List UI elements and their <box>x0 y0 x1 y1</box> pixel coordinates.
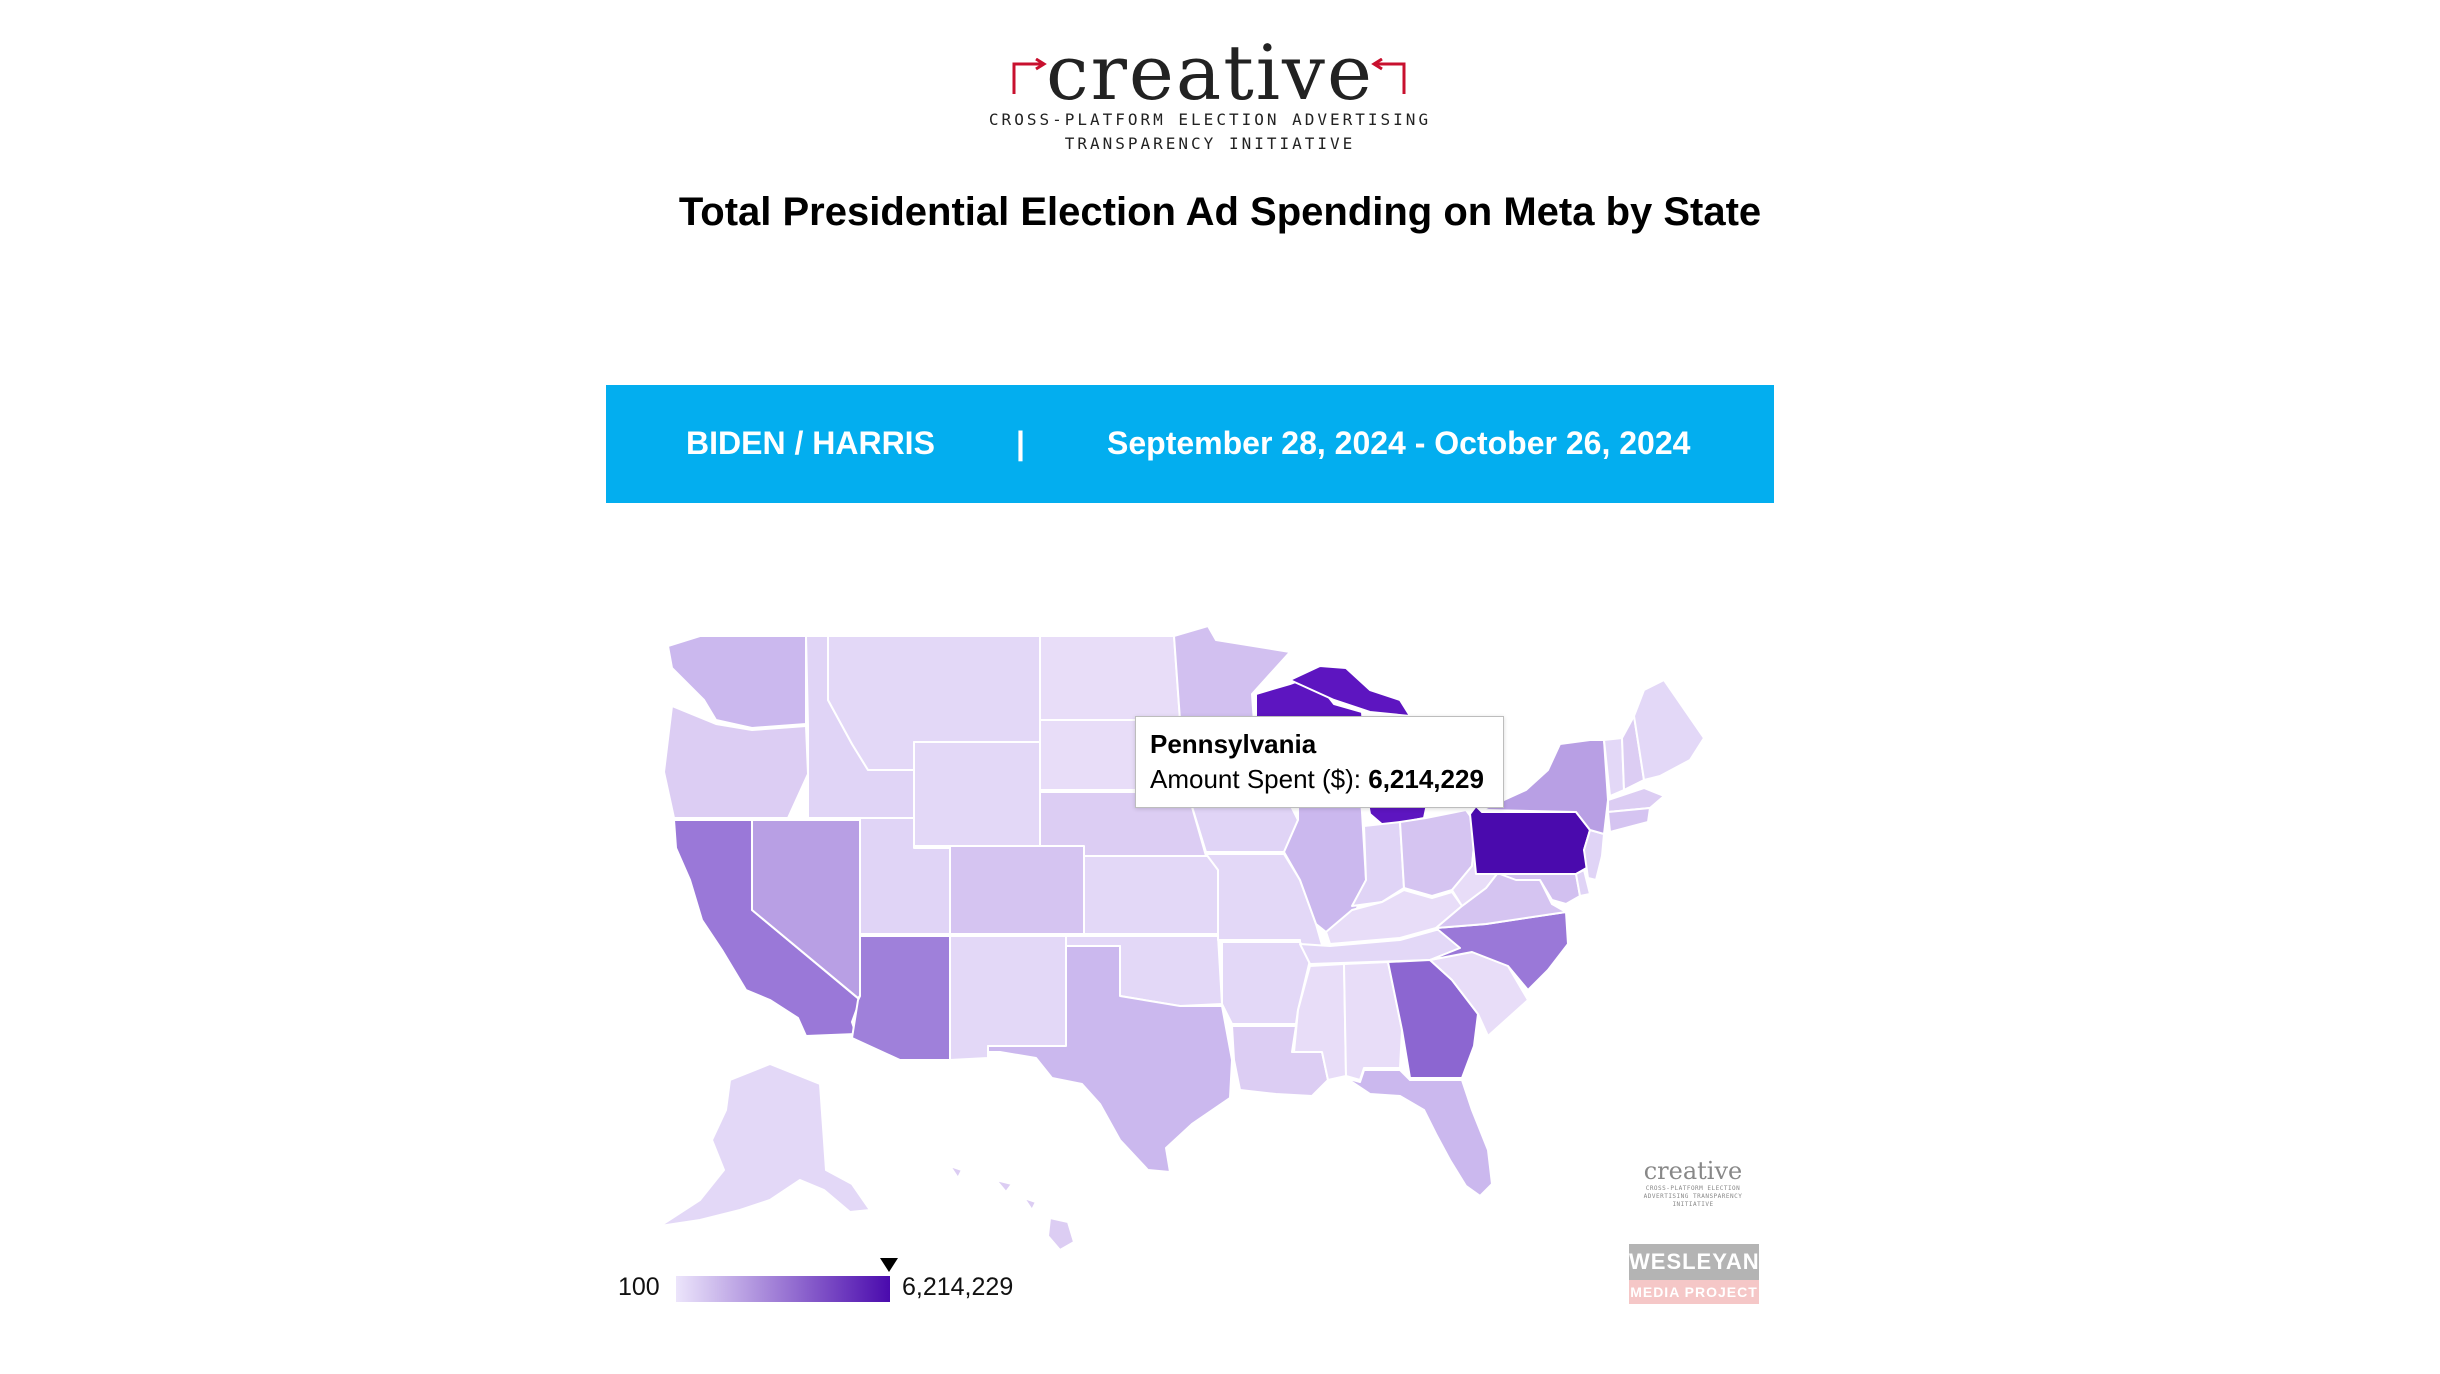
banner-candidate: BIDEN / HARRIS <box>686 425 935 461</box>
legend-color-scale <box>676 1276 890 1302</box>
logo-bracket-left-icon <box>1012 58 1047 94</box>
logo-wordmark: creative <box>1046 28 1374 117</box>
creative-watermark: creative CROSS-PLATFORM ELECTION ADVERTI… <box>1628 1157 1758 1209</box>
banner-separator: | <box>1016 425 1025 461</box>
state-massachusetts[interactable] <box>1607 787 1665 813</box>
state-connecticut[interactable] <box>1607 807 1651 833</box>
state-wyoming[interactable] <box>913 741 1041 847</box>
state-delaware[interactable] <box>1575 869 1591 897</box>
tooltip-amount-value: 6,214,229 <box>1368 764 1484 794</box>
wesleyan-media-project-logo: WESLEYAN MEDIA PROJECT <box>1629 1244 1759 1304</box>
wesleyan-logo-top: WESLEYAN <box>1629 1244 1759 1280</box>
logo-bracket-right-icon <box>1371 58 1406 94</box>
state-pennsylvania[interactable] <box>1469 805 1591 875</box>
tooltip-amount-row: Amount Spent ($): 6,214,229 <box>1150 764 1484 795</box>
state-kentucky[interactable] <box>1325 889 1463 945</box>
watermark-creative-word: creative <box>1643 1157 1743 1185</box>
state-north-dakota[interactable] <box>1039 635 1181 721</box>
logo-subtitle-line1: CROSS-PLATFORM ELECTION ADVERTISING <box>988 110 1432 129</box>
legend-max-label: 6,214,229 <box>902 1273 1014 1301</box>
state-colorado[interactable] <box>949 845 1085 935</box>
candidate-date-banner: BIDEN / HARRIS | September 28, 2024 - Oc… <box>606 385 1774 503</box>
state-arizona[interactable] <box>851 935 951 1061</box>
legend-marker-icon <box>880 1258 898 1272</box>
legend-min-label: 100 <box>618 1273 660 1301</box>
creative-logo: creative CROSS-PLATFORM ELECTION ADVERTI… <box>980 28 1440 158</box>
state-hawaii-islands[interactable] <box>949 1165 1037 1211</box>
state-new-mexico[interactable] <box>949 935 1067 1061</box>
state-alaska[interactable] <box>659 1063 871 1227</box>
tooltip-amount-label: Amount Spent ($): <box>1150 764 1361 794</box>
state-new-jersey[interactable] <box>1583 829 1605 881</box>
banner-date-range: September 28, 2024 - October 26, 2024 <box>1107 425 1691 461</box>
state-kansas[interactable] <box>1083 855 1219 935</box>
state-tooltip: Pennsylvania Amount Spent ($): 6,214,229 <box>1135 716 1504 808</box>
state-michigan-upper[interactable] <box>1289 665 1411 717</box>
state-maine[interactable] <box>1633 679 1705 781</box>
state-louisiana[interactable] <box>1231 1025 1329 1097</box>
state-arkansas[interactable] <box>1221 941 1311 1025</box>
tooltip-state-name: Pennsylvania <box>1150 729 1317 759</box>
watermark-creative-sub: CROSS-PLATFORM ELECTION ADVERTISING TRAN… <box>1643 1185 1743 1208</box>
state-texas[interactable] <box>987 945 1233 1173</box>
page-title: Total Presidential Election Ad Spending … <box>678 190 1762 234</box>
state-hawaii[interactable] <box>1047 1217 1075 1251</box>
logo-subtitle-line2: TRANSPARENCY INITIATIVE <box>1064 134 1356 153</box>
state-florida[interactable] <box>1345 1069 1493 1197</box>
wesleyan-logo-bottom: MEDIA PROJECT <box>1629 1280 1759 1304</box>
